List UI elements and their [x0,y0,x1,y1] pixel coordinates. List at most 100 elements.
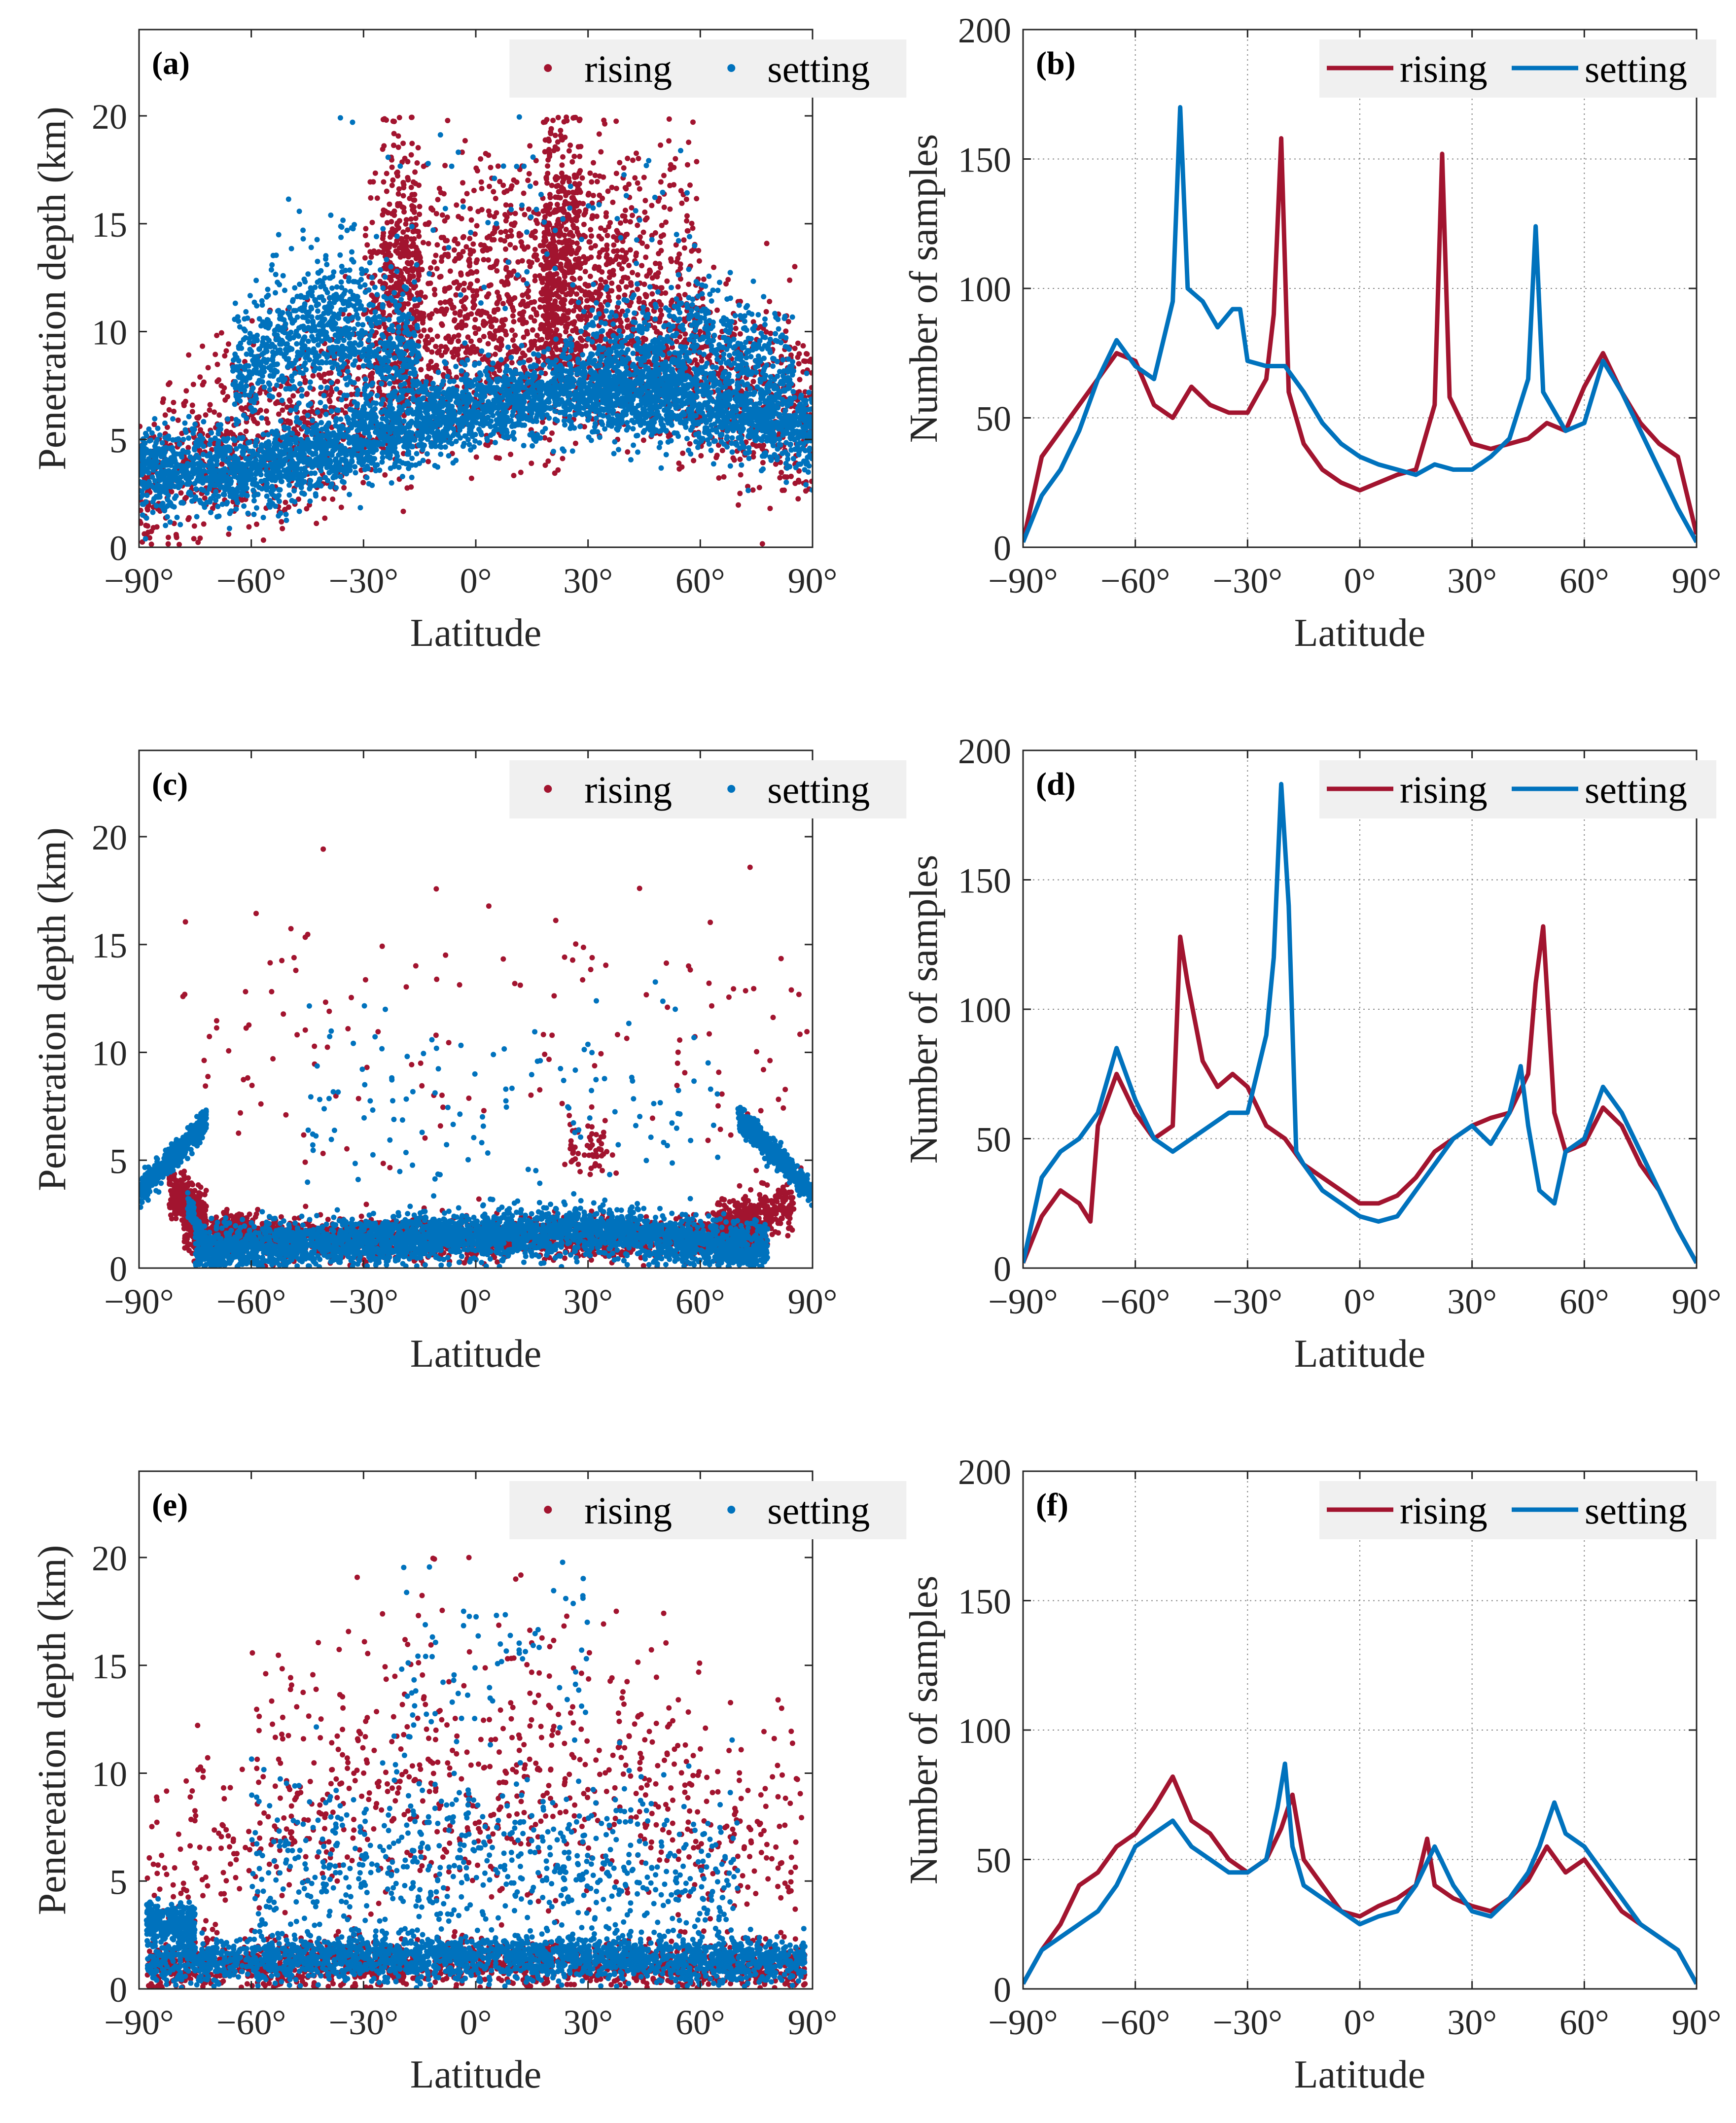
data-point [241,503,247,509]
data-point [576,181,582,187]
data-point [491,189,496,195]
data-point [356,364,362,370]
data-point [575,247,581,253]
data-point [594,213,600,219]
data-point [498,229,504,235]
data-point [611,242,617,248]
data-point [543,257,549,263]
data-point [321,496,327,502]
data-point [418,289,424,295]
data-point [177,541,182,547]
data-point [494,455,499,460]
data-point [511,473,517,478]
data-point [563,199,568,205]
data-point [394,169,400,175]
data-point [658,248,664,253]
data-point [618,254,624,260]
data-point [263,416,269,422]
data-point [439,258,444,264]
data-point [412,169,418,175]
data-point [371,248,377,254]
data-point [466,442,472,448]
data-point [396,115,402,120]
data-point [474,292,480,298]
data-point [736,502,741,508]
data-point [312,470,318,476]
data-point [635,272,640,278]
data-point [758,324,764,330]
data-point [189,409,195,415]
data-point [390,118,396,124]
data-point [437,308,443,314]
data-point [460,235,466,241]
data-point [400,275,406,281]
data-point [572,175,578,180]
data-point [565,262,570,268]
data-point [461,287,467,293]
data-point [283,499,288,505]
data-point [529,460,534,466]
data-point [616,294,622,300]
data-point [764,241,770,247]
data-point [552,144,558,150]
data-point [806,389,812,395]
data-point [653,260,658,266]
data-point [582,282,588,287]
data-point [478,179,484,185]
data-point [425,459,431,464]
data-point [543,176,549,182]
data-point [676,460,682,466]
data-point [486,257,491,263]
data-point [680,450,686,456]
data-point [179,430,185,436]
data-point [525,331,531,337]
data-point [542,238,548,244]
data-point [553,252,559,258]
data-point [429,337,435,343]
data-point [418,333,424,339]
data-point [438,344,444,350]
data-point [185,445,191,451]
data-point [427,281,433,286]
data-point [619,308,625,314]
data-point [408,184,414,190]
data-point [694,196,700,202]
data-point [410,229,416,235]
data-point [462,306,468,312]
data-point [448,339,454,345]
data-point [689,220,695,226]
data-point [520,350,526,356]
data-point [519,244,525,249]
data-point [553,194,558,200]
data-point [571,209,577,214]
data-point [213,352,218,357]
data-point [510,349,516,354]
data-point [636,299,642,305]
data-point [613,171,619,177]
data-point [598,277,604,283]
data-point [613,185,619,191]
data-point [304,391,310,397]
data-point [570,269,576,275]
data-point [777,475,783,481]
data-point [635,222,640,228]
data-point [669,258,674,264]
data-point [602,279,608,285]
data-point [545,458,551,464]
data-point [627,219,633,225]
data-point [495,289,500,295]
data-point [399,204,405,210]
data-point [576,232,582,238]
data-point [635,286,640,292]
data-point [186,352,192,358]
data-point [692,357,698,363]
data-point [555,175,561,181]
data-point [729,449,735,455]
data-point [630,157,636,163]
data-point [563,238,568,244]
data-point [403,234,409,240]
data-point [200,382,206,388]
data-point [795,496,801,502]
data-point [495,300,500,306]
